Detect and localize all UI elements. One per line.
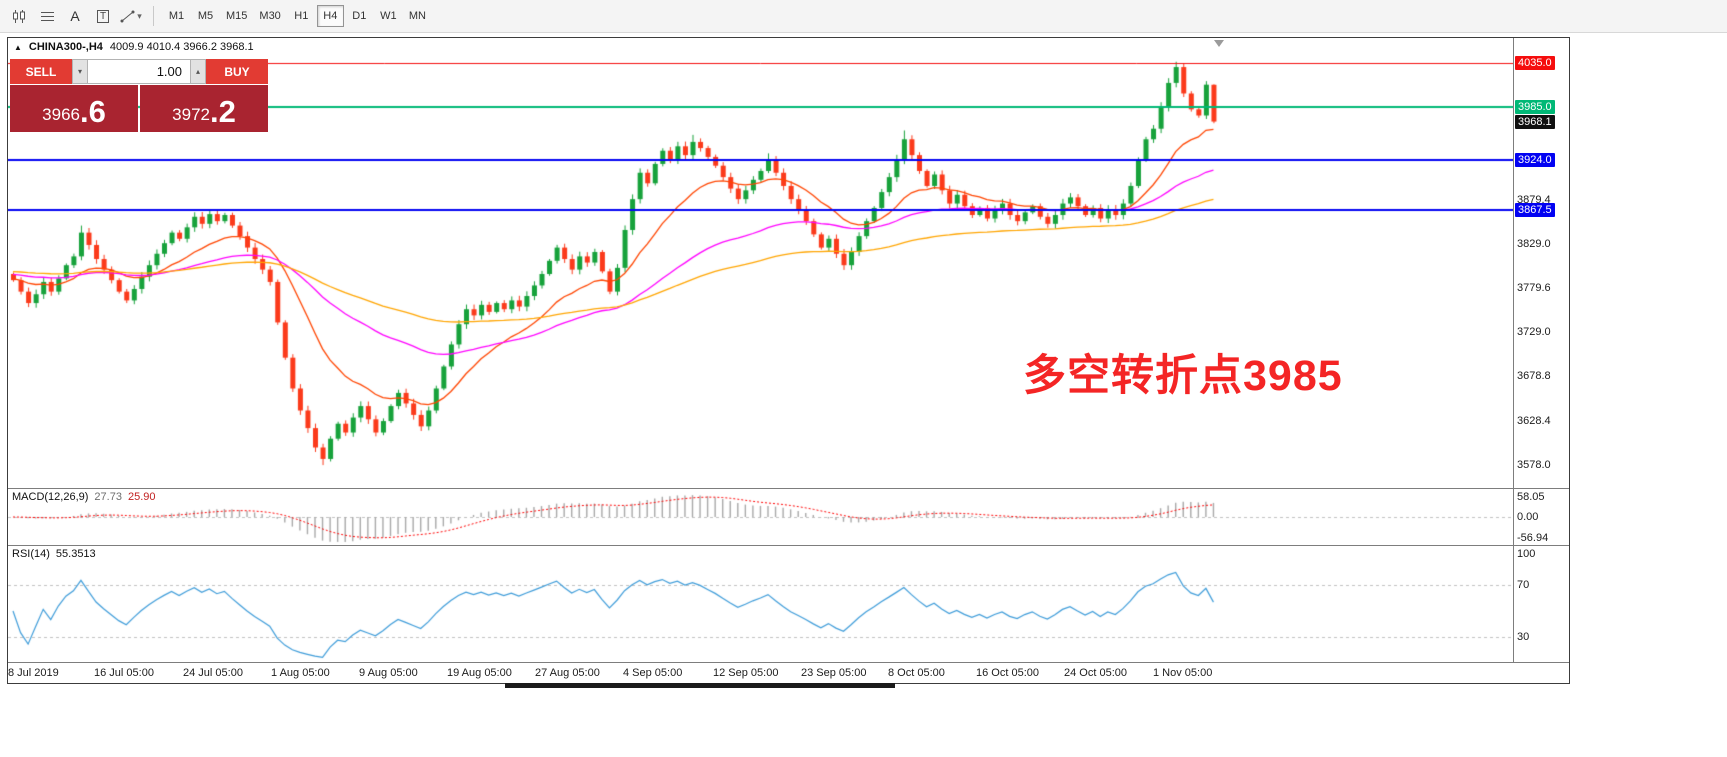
price-axis-label: 3924.0 <box>1515 153 1555 167</box>
timeframe-m5[interactable]: M5 <box>192 5 219 27</box>
chart-window: ▲ CHINA300-,H4 4009.9 4010.4 3966.2 3968… <box>7 37 1570 684</box>
text-tool-icon[interactable]: A <box>62 4 88 28</box>
buy-price-big: .2 <box>209 94 236 129</box>
buy-button[interactable]: BUY <box>206 59 268 84</box>
main-toolbar: A T ▾ M1 M5 M15 M30 H1 H4 D1 W1 MN <box>0 0 1727 33</box>
rsi-pane: RSI(14) 55.3513 <box>8 546 1513 662</box>
price-axis-label: 3968.1 <box>1515 115 1555 129</box>
timeframe-m15[interactable]: M15 <box>221 5 252 27</box>
price-axis-label: 3628.4 <box>1517 415 1551 427</box>
main-chart-pane: ▲ CHINA300-,H4 4009.9 4010.4 3966.2 3968… <box>8 38 1513 488</box>
timeframe-h4[interactable]: H4 <box>316 5 344 27</box>
sell-price[interactable]: 3966.6 <box>10 85 138 132</box>
price-axis-label: 3678.8 <box>1517 370 1551 382</box>
price-axis-label: 3729.0 <box>1517 326 1551 338</box>
boxed-t-glyph: T <box>96 9 110 23</box>
timeframe-w1[interactable]: W1 <box>375 5 402 27</box>
time-axis-label: 24 Jul 05:00 <box>183 667 243 679</box>
volume-input[interactable] <box>88 59 190 84</box>
timeframe-group: M1 M5 M15 M30 H1 H4 D1 W1 MN <box>163 5 431 27</box>
price-axis-label: 3985.0 <box>1515 100 1555 114</box>
time-axis-label: 1 Nov 05:00 <box>1153 667 1213 679</box>
rsi-value: 55.3513 <box>55 548 96 560</box>
time-axis-label: 12 Sep 05:00 <box>713 667 779 679</box>
rsi-canvas[interactable] <box>8 546 1513 662</box>
candlestick-chart-icon[interactable] <box>6 4 32 28</box>
one-click-controls-row: SELL ▾ ▴ BUY <box>10 59 268 84</box>
time-axis-label: 9 Aug 05:00 <box>359 667 418 679</box>
rsi-axis-label: 30 <box>1517 631 1530 643</box>
time-axis-label: 23 Sep 05:00 <box>801 667 867 679</box>
time-axis-label: 16 Jul 05:00 <box>94 667 154 679</box>
time-axis-label: 8 Jul 2019 <box>8 667 59 679</box>
time-axis-label: 8 Oct 05:00 <box>888 667 945 679</box>
chart-annotation: 多空转折点3985 <box>1023 352 1343 400</box>
sell-button[interactable]: SELL <box>10 59 72 84</box>
one-click-collapse-icon[interactable]: ▲ <box>14 42 22 52</box>
pane-separator[interactable] <box>8 488 1569 489</box>
price-axis-label: 3867.5 <box>1515 203 1555 217</box>
workspace: ▲ CHINA300-,H4 4009.9 4010.4 3966.2 3968… <box>0 33 1727 757</box>
rsi-axis-label: 70 <box>1517 579 1530 591</box>
price-axis-label: 4035.0 <box>1515 56 1555 70</box>
macd-value-main: 27.73 <box>94 491 122 503</box>
macd-axis-label: 0.00 <box>1517 511 1539 523</box>
price-axis-label: 3829.0 <box>1517 238 1551 250</box>
price-axis[interactable]: 4035.0 3985.0 3968.1 3924.0 3879.4 3867.5 3829… <box>1513 38 1569 488</box>
macd-axis-label: 58.05 <box>1517 491 1545 503</box>
time-axis-label: 16 Oct 05:00 <box>976 667 1039 679</box>
time-axis-label: 19 Aug 05:00 <box>447 667 512 679</box>
time-axis-label: 24 Oct 05:00 <box>1064 667 1127 679</box>
macd-canvas[interactable] <box>8 489 1513 545</box>
line-tools-icon[interactable]: ▾ <box>118 4 144 28</box>
macd-label: MACD(12,26,9) 27.73 25.90 <box>12 491 155 503</box>
rsi-axis-label: 100 <box>1517 548 1536 560</box>
time-axis[interactable]: 8 Jul 2019 16 Jul 05:00 24 Jul 05:00 1 Aug … <box>8 663 1569 683</box>
ohlc-values: 4009.9 4010.4 3966.2 3968.1 <box>109 41 254 53</box>
timeframe-mn[interactable]: MN <box>404 5 431 27</box>
rsi-name: RSI(14) <box>12 548 50 560</box>
macd-axis-label: -56.94 <box>1517 532 1549 544</box>
macd-pane: MACD(12,26,9) 27.73 25.90 <box>8 489 1513 545</box>
dropdown-caret-icon: ▾ <box>137 10 142 21</box>
one-click-prices-row: 3966.6 3972.2 <box>10 85 268 132</box>
rsi-label: RSI(14) 55.3513 <box>12 548 96 560</box>
time-axis-label: 4 Sep 05:00 <box>623 667 683 679</box>
volume-up-button[interactable]: ▴ <box>190 59 206 84</box>
sell-price-big: .6 <box>79 94 106 129</box>
time-axis-label: 1 Aug 05:00 <box>271 667 330 679</box>
chart-shift-marker-icon <box>1214 40 1224 47</box>
buy-price-small: 3972 <box>172 105 210 124</box>
timeframe-m30[interactable]: M30 <box>254 5 285 27</box>
text-label-tool-icon[interactable]: T <box>90 4 116 28</box>
toolbar-separator <box>153 6 154 26</box>
time-axis-label: 27 Aug 05:00 <box>535 667 600 679</box>
macd-value-signal: 25.90 <box>127 491 156 503</box>
volume-down-button[interactable]: ▾ <box>72 59 88 84</box>
macd-axis[interactable]: 58.05 0.00 -56.94 <box>1513 489 1569 545</box>
one-click-trading-panel: SELL ▾ ▴ BUY 3966.6 3972.2 <box>10 59 268 132</box>
pane-separator[interactable] <box>8 545 1569 546</box>
timeframe-m1[interactable]: M1 <box>163 5 190 27</box>
symbol-period-label: CHINA300-,H4 <box>28 41 103 53</box>
timeframe-d1[interactable]: D1 <box>346 5 373 27</box>
price-axis-label: 3779.6 <box>1517 282 1551 294</box>
pane-separator <box>8 662 1569 663</box>
price-axis-label: 3578.0 <box>1517 459 1551 471</box>
bottom-window-fragment <box>505 683 895 688</box>
macd-name: MACD(12,26,9) <box>12 491 89 503</box>
buy-price[interactable]: 3972.2 <box>140 85 268 132</box>
chart-title: ▲ CHINA300-,H4 4009.9 4010.4 3966.2 3968… <box>14 41 254 53</box>
sell-price-small: 3966 <box>42 105 80 124</box>
timeframe-h1[interactable]: H1 <box>288 5 315 27</box>
rsi-axis[interactable]: 100 70 30 <box>1513 546 1569 662</box>
object-list-icon[interactable] <box>34 4 60 28</box>
